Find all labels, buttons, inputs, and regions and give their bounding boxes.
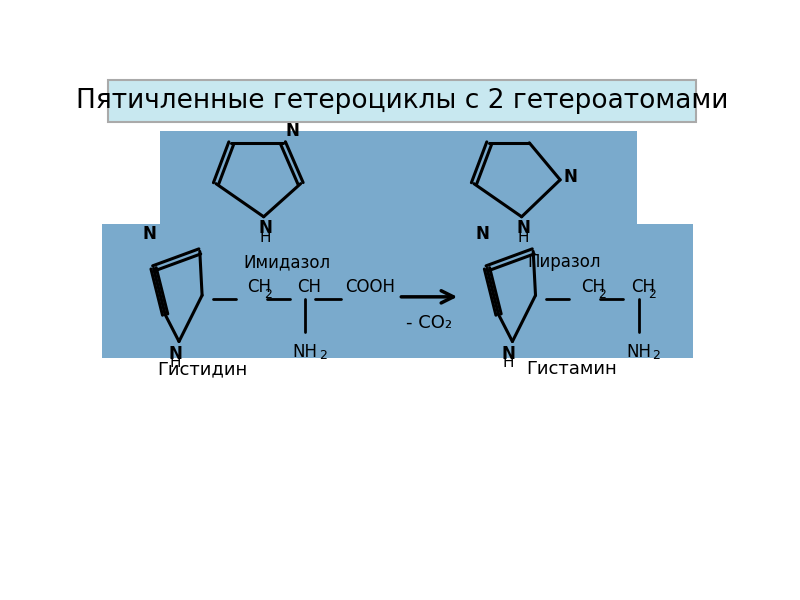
Text: Гистамин: Гистамин bbox=[526, 360, 617, 378]
Text: - CO₂: - CO₂ bbox=[406, 314, 452, 332]
Text: N: N bbox=[563, 168, 577, 186]
Text: 2: 2 bbox=[265, 287, 272, 301]
Text: CH: CH bbox=[631, 278, 655, 296]
Text: 2: 2 bbox=[319, 349, 327, 362]
Text: 2: 2 bbox=[653, 349, 661, 362]
Text: N: N bbox=[168, 344, 182, 362]
Text: Имидазол: Имидазол bbox=[243, 253, 330, 271]
Text: CH: CH bbox=[581, 278, 605, 296]
Text: H: H bbox=[259, 230, 271, 245]
FancyBboxPatch shape bbox=[108, 80, 696, 122]
Text: N: N bbox=[502, 344, 515, 362]
FancyBboxPatch shape bbox=[160, 131, 637, 251]
Text: N: N bbox=[258, 219, 272, 237]
Text: Пятичленные гетероциклы с 2 гетероатомами: Пятичленные гетероциклы с 2 гетероатомам… bbox=[76, 88, 729, 114]
Text: N: N bbox=[142, 226, 156, 244]
Text: H: H bbox=[518, 230, 529, 245]
Text: Гистидин: Гистидин bbox=[157, 360, 247, 378]
Text: CH: CH bbox=[247, 278, 271, 296]
Text: COOH: COOH bbox=[346, 278, 395, 296]
Text: 2: 2 bbox=[648, 287, 656, 301]
Text: H: H bbox=[503, 355, 514, 370]
FancyBboxPatch shape bbox=[102, 224, 694, 358]
Text: NH: NH bbox=[626, 343, 651, 361]
Text: N: N bbox=[475, 226, 490, 244]
Text: N: N bbox=[516, 219, 530, 237]
Text: H: H bbox=[170, 355, 181, 370]
Text: N: N bbox=[286, 122, 299, 140]
Text: Пиразол: Пиразол bbox=[527, 253, 601, 271]
Text: CH: CH bbox=[298, 278, 322, 296]
Text: 2: 2 bbox=[598, 287, 606, 301]
Text: NH: NH bbox=[293, 343, 318, 361]
